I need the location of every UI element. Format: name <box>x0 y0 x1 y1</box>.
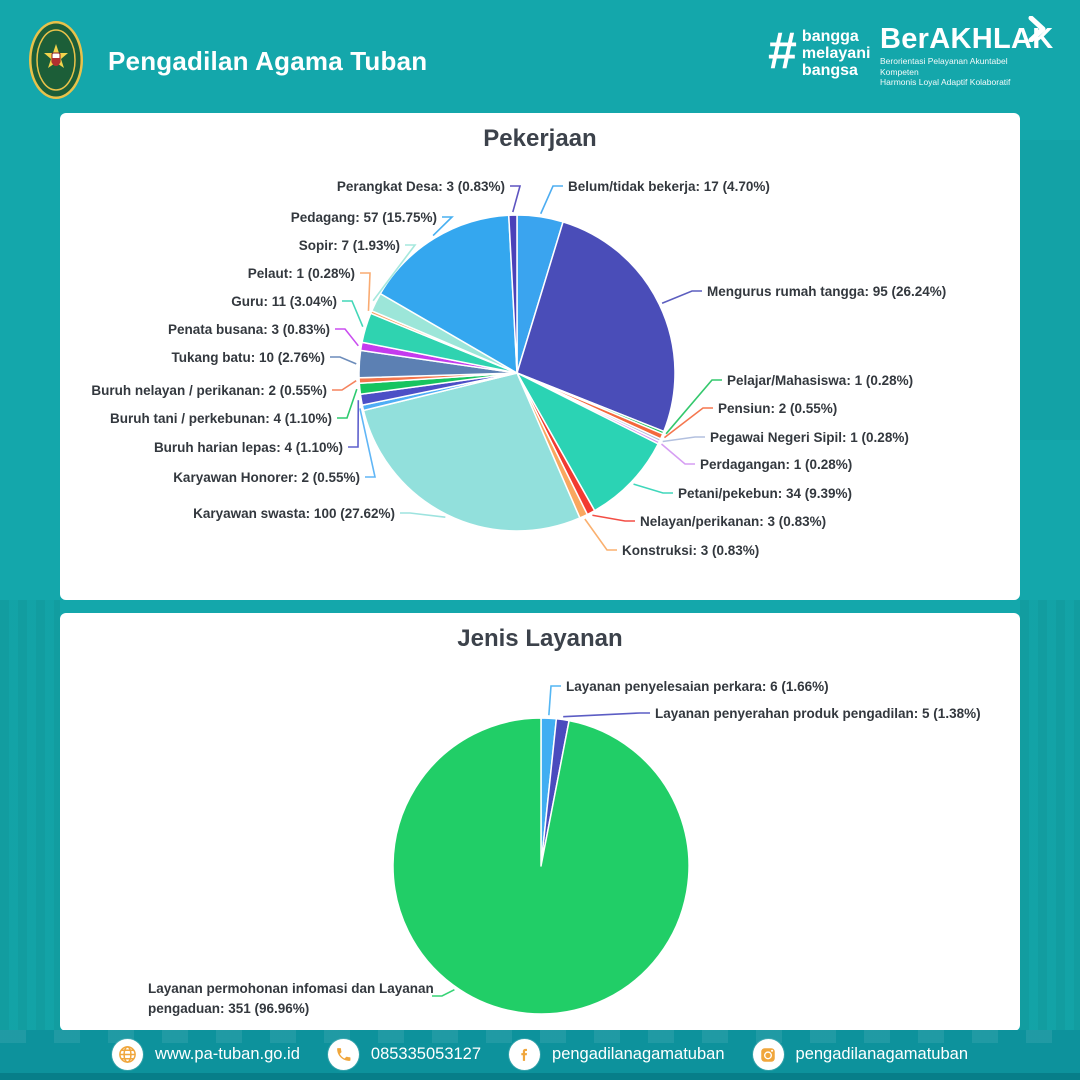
slice-label: Tukang batu: 10 (2.76%) <box>171 350 325 365</box>
campaign-line: melayani <box>801 44 871 62</box>
facebook-icon <box>509 1039 541 1070</box>
label-line <box>337 388 358 419</box>
campaign-line: bangsa <box>801 61 858 79</box>
pie-slice <box>516 221 676 433</box>
pie-slice <box>392 717 690 1015</box>
label-line <box>633 483 673 494</box>
footer-bottom-strip <box>0 1073 1080 1080</box>
slice-label: Sopir: 7 (1.93%) <box>299 238 400 253</box>
slice-label: Buruh harian lepas: 4 (1.10%) <box>154 440 343 455</box>
footer: www.pa-tuban.go.id 085335053127 pengadil… <box>0 1030 1080 1080</box>
building-watermark-right <box>1020 600 1080 1030</box>
label-line <box>330 356 357 365</box>
facebook-handle: pengadilanagamatuban <box>552 1045 725 1063</box>
footer-item-phone: 085335053127 <box>327 1039 482 1070</box>
slice-label: Karyawan Honorer: 2 (0.55%) <box>173 470 360 485</box>
slice-label: Konstruksi: 3 (0.83%) <box>622 543 759 558</box>
slice-label: Mengurus rumah tangga: 95 (26.24%) <box>707 284 946 299</box>
label-line <box>592 514 635 522</box>
bangga-melayani-bangsa-logo: # bangga melayani bangsa <box>768 22 871 80</box>
court-seal-logo <box>29 21 83 99</box>
label-line <box>432 216 454 237</box>
label-line <box>360 272 371 311</box>
jenis-layanan-chart-card: Layanan penyelesaian perkara: 6 (1.66%) L… <box>60 613 1020 1031</box>
label-line <box>400 512 446 518</box>
website-url: www.pa-tuban.go.id <box>154 1045 300 1063</box>
slice-label: Pelajar/Mahasiswa: 1 (0.28%) <box>727 373 913 388</box>
slice-label: Belum/tidak bekerja: 17 (4.70%) <box>568 179 770 194</box>
slice-label: Layanan permohonan infomasi dan Layanan p… <box>148 981 434 1016</box>
label-line <box>332 380 357 391</box>
slice-label: Karyawan swasta: 100 (27.62%) <box>193 506 395 521</box>
header: Pengadilan Agama Tuban # bangga melayani… <box>0 0 1080 113</box>
slice-label: Petani/pekebun: 34 (9.39%) <box>678 486 852 501</box>
berakhlak-tagline: Berorientasi Pelayanan Akuntabel Kompete… <box>880 56 1008 77</box>
label-line <box>510 185 522 213</box>
label-line <box>665 379 722 435</box>
chevron-right-icon <box>1028 16 1046 42</box>
slice-label: Perangkat Desa: 3 (0.83%) <box>337 179 505 194</box>
label-line <box>661 290 702 304</box>
footer-item-instagram: pengadilanagamatuban <box>752 1039 969 1070</box>
label-line <box>662 436 705 443</box>
battlement-pattern <box>0 1030 1080 1043</box>
label-line <box>563 712 650 718</box>
slice-label: Layanan penyelesaian perkara: 6 (1.66%) <box>566 679 829 694</box>
slice-label: Pelaut: 1 (0.28%) <box>248 266 355 281</box>
label-line <box>548 685 561 716</box>
campaign-line: bangga <box>801 27 859 45</box>
slice-label: Layanan penyerahan produk pengadilan: 5 … <box>655 706 981 721</box>
jenis-layanan-pie-chart: Layanan penyelesaian perkara: 6 (1.66%) L… <box>148 679 981 1016</box>
instagram-handle: pengadilanagamatuban <box>795 1045 969 1063</box>
pie-slice <box>516 372 659 512</box>
phone-icon <box>327 1039 359 1070</box>
pekerjaan-chart-card: Belum/tidak bekerja: 17 (4.70%) Mengurus … <box>60 113 1020 600</box>
slice-label: Pegawai Negeri Sipil: 1 (0.28%) <box>710 430 909 445</box>
label-line <box>584 518 617 551</box>
label-line <box>663 407 713 439</box>
pekerjaan-pie-chart: Belum/tidak bekerja: 17 (4.70%) Mengurus … <box>91 179 946 558</box>
berakhlak-wordmark: BerAKHLAK <box>880 23 1054 55</box>
building-watermark-left <box>0 600 60 1030</box>
footer-item-facebook: pengadilanagamatuban <box>509 1039 725 1070</box>
slice-label: Guru: 11 (3.04%) <box>231 294 337 309</box>
slice-label: Penata busana: 3 (0.83%) <box>168 322 330 337</box>
label-line <box>342 300 364 328</box>
label-line <box>660 443 695 465</box>
chart-title: Pekerjaan <box>483 125 597 152</box>
instagram-icon <box>752 1039 784 1070</box>
chart-title: Jenis Layanan <box>457 625 623 652</box>
slice-label: Buruh nelayan / perikanan: 2 (0.55%) <box>91 383 327 398</box>
label-line <box>359 408 376 478</box>
label-line <box>432 988 455 997</box>
building-watermark-right-upper <box>1020 140 1080 440</box>
page-title: Pengadilan Agama Tuban <box>108 46 428 76</box>
slice-label: Pensiun: 2 (0.55%) <box>718 401 837 416</box>
hashtag-icon: # <box>768 22 797 80</box>
slice-label: Pedagang: 57 (15.75%) <box>291 210 437 225</box>
slice-label: Nelayan/perikanan: 3 (0.83%) <box>640 514 826 529</box>
footer-item-website: www.pa-tuban.go.id <box>111 1039 300 1070</box>
label-line <box>348 400 360 448</box>
globe-icon <box>111 1039 143 1070</box>
label-line <box>372 244 417 302</box>
pie-slice <box>508 214 518 374</box>
phone-number: 085335053127 <box>370 1045 482 1063</box>
slice-label: Perdagangan: 1 (0.28%) <box>700 457 852 472</box>
berakhlak-logo: BerAKHLAK Berorientasi Pelayanan Akuntab… <box>880 16 1054 88</box>
pie-slice <box>362 372 581 532</box>
berakhlak-tagline: Harmonis Loyal Adaptif Kolaboratif <box>880 77 1011 87</box>
slice-label: Buruh tani / perkebunan: 4 (1.10%) <box>110 411 332 426</box>
label-line <box>335 328 359 347</box>
label-line <box>539 185 563 215</box>
